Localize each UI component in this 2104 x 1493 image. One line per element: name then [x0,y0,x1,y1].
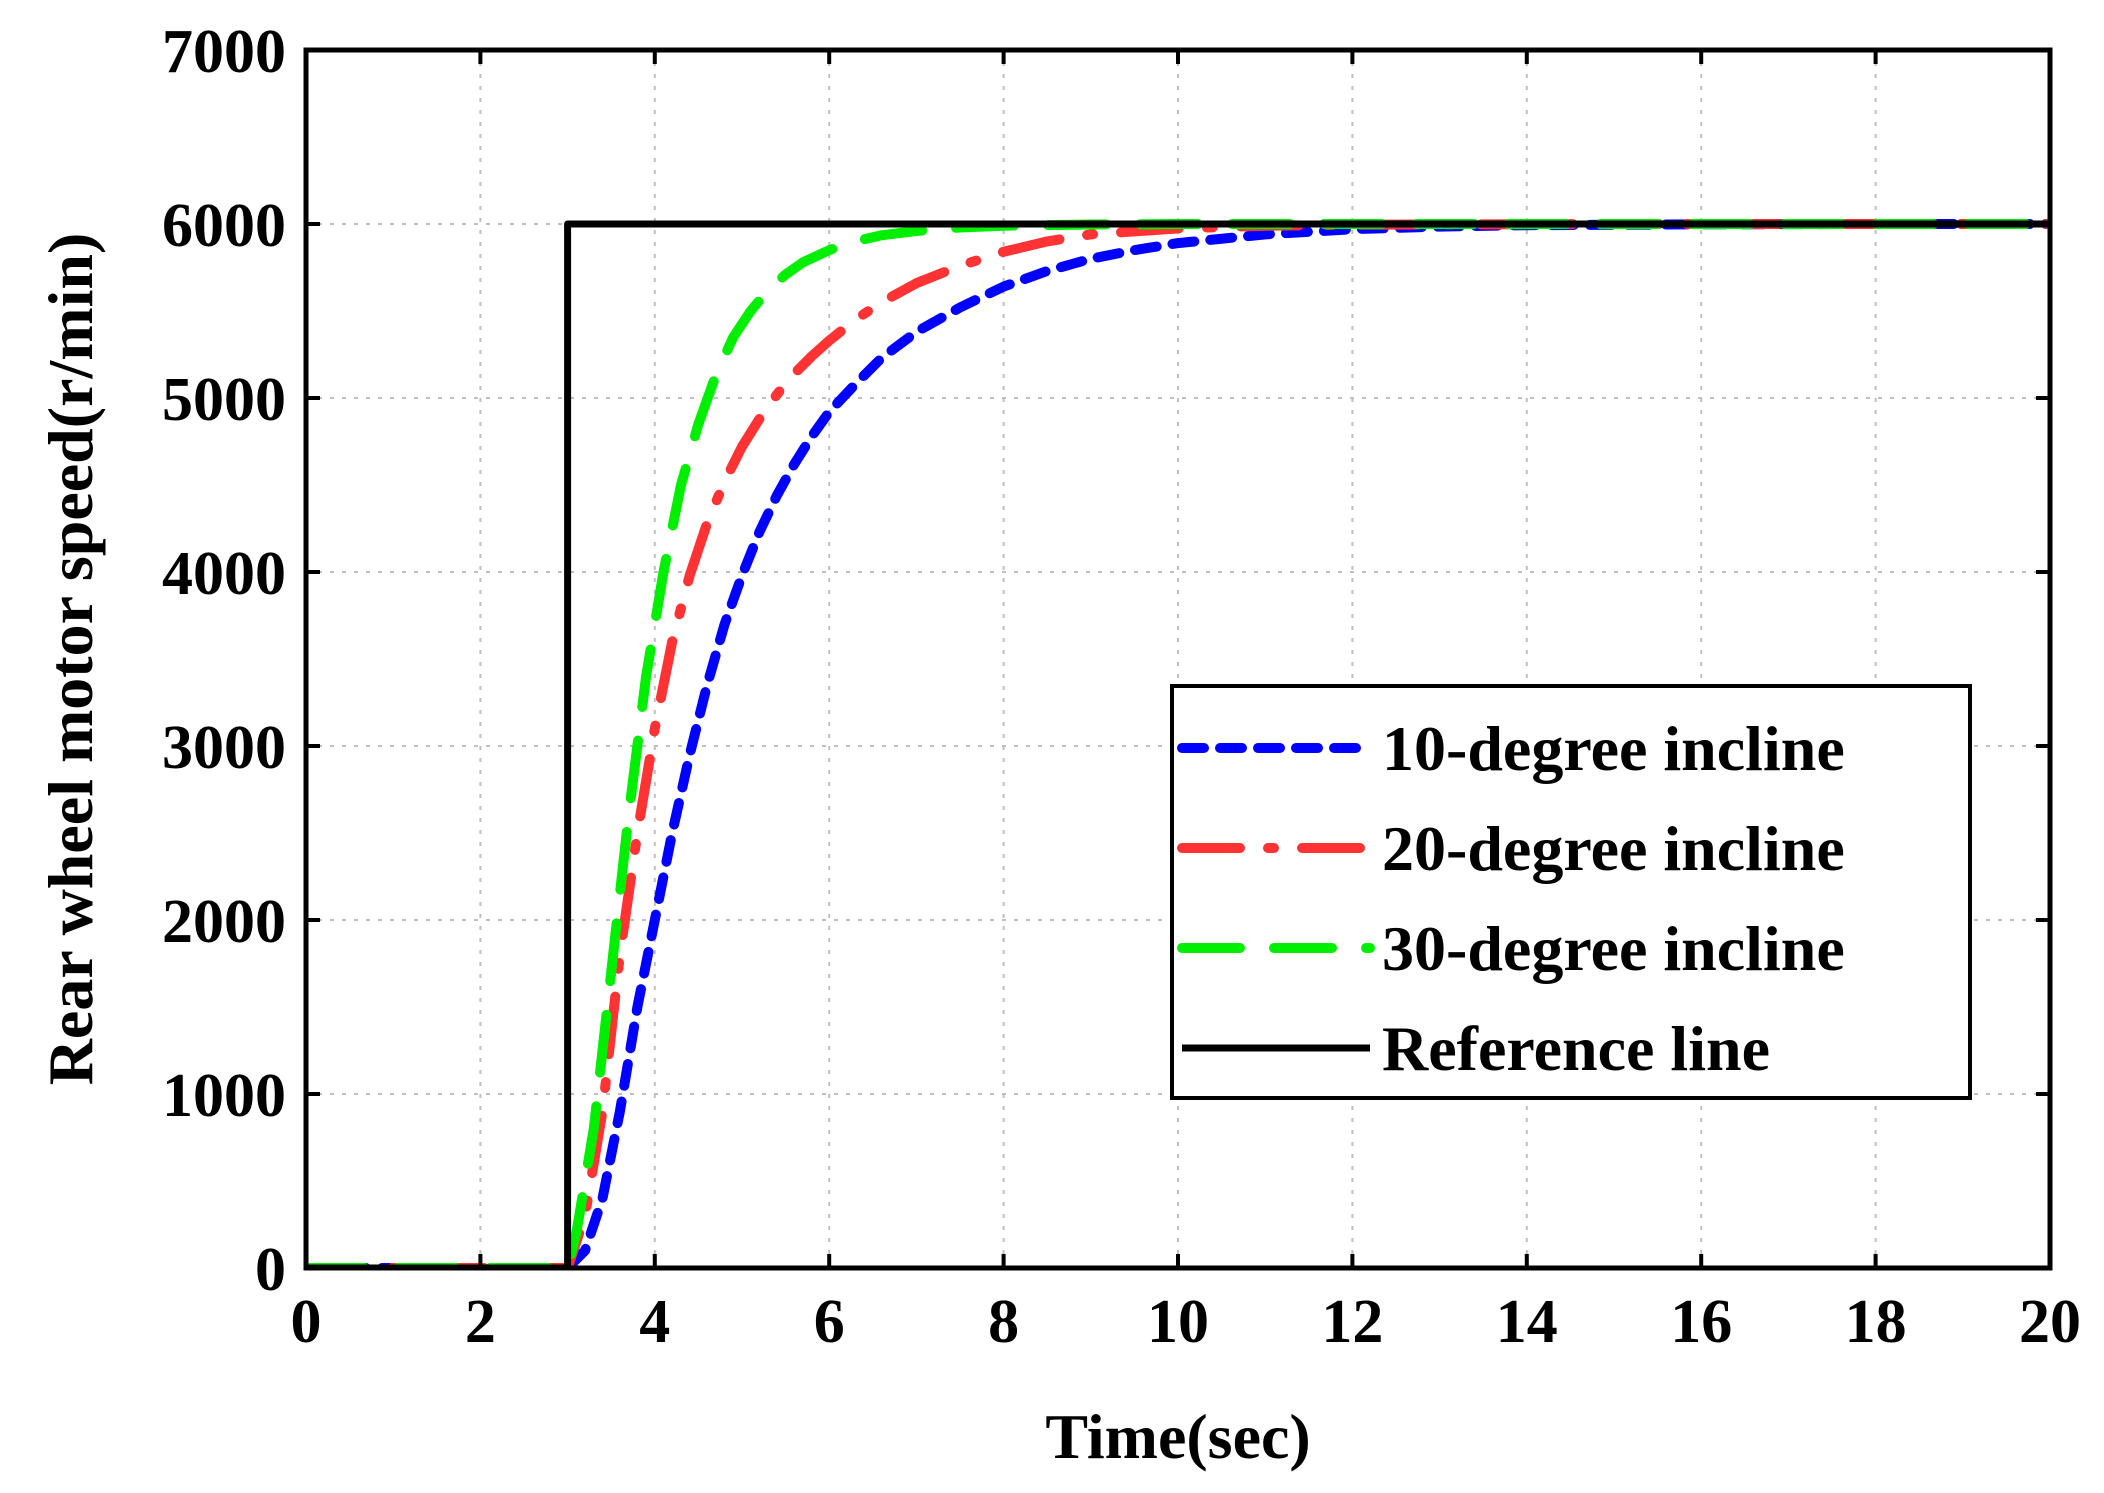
x-tick-label: 2 [465,1288,496,1356]
x-tick-label: 6 [814,1288,845,1356]
x-tick-label: 0 [291,1288,322,1356]
y-tick-label: 4000 [162,540,286,608]
legend-label-2: 20-degree incline [1382,813,1845,884]
y-tick-label: 7000 [162,18,286,86]
legend: 10-degree incline 20-degree incline 30-deg… [1170,684,1972,1100]
y-tick-label: 5000 [162,366,286,434]
series-line-4 [306,220,2050,1268]
y-tick-label: 2000 [162,888,286,956]
y-tick-labels: 0 1000 2000 3000 4000 5000 6000 7000 [162,18,286,1304]
x-tick-label: 14 [1496,1288,1558,1356]
y-tick-label: 1000 [162,1062,286,1130]
y-tick-label: 0 [255,1236,286,1304]
x-tick-labels: 0 2 4 6 8 10 12 14 16 18 20 [291,1288,2082,1356]
y-tick-label: 6000 [162,192,286,260]
x-tick-label: 20 [2019,1288,2081,1356]
x-tick-label: 16 [1670,1288,1732,1356]
series-lines [306,219,2050,1268]
legend-label-1: 10-degree incline [1382,713,1845,784]
legend-label-4: Reference line [1382,1013,1770,1084]
axis-ticks [304,48,2052,1270]
series-line-1 [306,219,2050,1268]
y-tick-label: 3000 [162,714,286,782]
x-tick-label: 12 [1321,1288,1383,1356]
x-tick-label: 10 [1147,1288,1209,1356]
legend-label-3: 30-degree incline [1382,913,1845,984]
x-tick-label: 18 [1845,1288,1907,1356]
y-axis-title: Rear wheel motor speed(r/min) [35,233,106,1086]
legend-box [1170,684,1972,1100]
x-tick-label: 4 [639,1288,670,1356]
x-tick-label: 8 [988,1288,1019,1356]
x-axis-title: Time(sec) [1045,1401,1310,1472]
